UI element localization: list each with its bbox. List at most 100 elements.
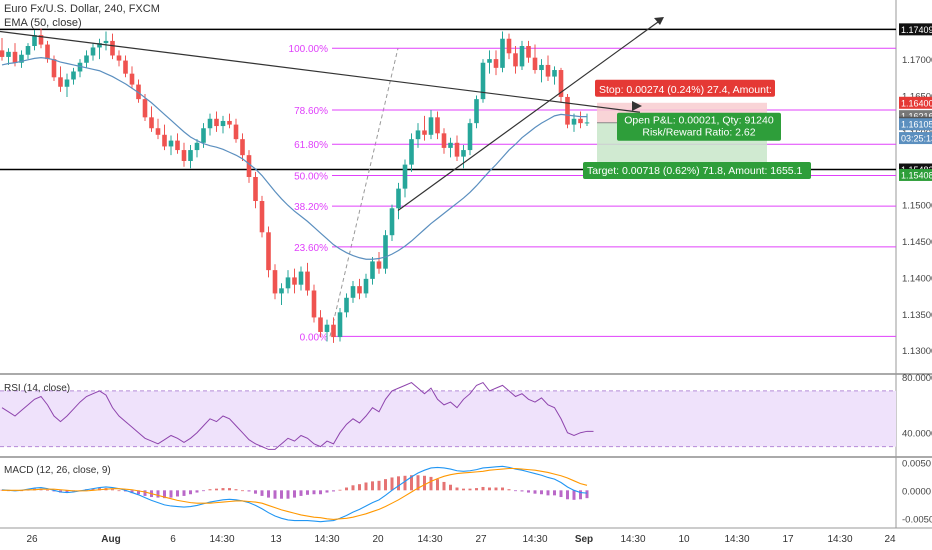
macd-histogram-bar <box>221 488 225 491</box>
candle-body <box>84 55 89 63</box>
candle-body <box>493 59 499 68</box>
candle-body <box>519 46 525 67</box>
candle-body <box>214 118 219 127</box>
rsi-tick-label: 80.0000 <box>902 373 932 384</box>
candle-body <box>487 59 492 63</box>
macd-tick-label: 0.0000 <box>902 486 931 497</box>
ema-legend[interactable]: EMA (50, close) <box>4 17 82 29</box>
candle-body <box>467 123 473 151</box>
time-axis[interactable]: 26 Aug 6 14:30 13 14:30 20 14:30 27 14:30 Sep 14:30… <box>26 534 896 545</box>
macd-histogram-bar <box>65 490 69 493</box>
candle-body <box>454 142 460 157</box>
candle-body <box>175 140 180 151</box>
macd-histogram-bar <box>546 490 550 496</box>
candle-body <box>266 232 271 271</box>
trend-lines[interactable] <box>0 17 664 211</box>
macd-histogram-bar <box>540 490 543 495</box>
macd-histogram-bar <box>481 486 485 491</box>
time-tick-label: 6 <box>170 534 176 545</box>
candle-body <box>116 55 122 61</box>
candle-body <box>565 96 570 125</box>
candle-body <box>6 51 11 57</box>
price-badge <box>899 168 932 181</box>
candle-body <box>324 324 330 332</box>
candle-body <box>422 130 427 135</box>
fib-level-label: 50.00% <box>294 172 328 183</box>
price-badge <box>899 96 932 109</box>
candle-body <box>513 53 518 67</box>
macd-histogram-bar <box>507 489 511 491</box>
candle-body <box>90 47 96 56</box>
macd-histogram-bar <box>533 490 537 494</box>
candle-body <box>246 155 252 177</box>
price-tick-label: 1.13500 <box>902 310 932 321</box>
candle-body <box>337 312 343 338</box>
candle-body <box>32 35 37 47</box>
macd-tick-label: 0.0050 <box>902 458 931 469</box>
macd-histogram-bar <box>579 490 582 500</box>
trend-line-up <box>397 18 663 211</box>
candle-body <box>370 261 375 279</box>
fib-trend-line <box>329 48 399 337</box>
candle-body <box>448 142 453 148</box>
pnl-label-box <box>617 112 781 141</box>
stop-label-box <box>595 79 775 97</box>
candle-body <box>305 271 310 291</box>
macd-histogram-bar <box>234 489 238 491</box>
time-tick-label: 14:30 <box>827 534 852 545</box>
rsi-line <box>1 381 594 450</box>
rsi-pane: RSI (14, close) <box>0 381 896 450</box>
macd-histogram-bar <box>254 490 257 494</box>
grid-layer <box>0 0 932 529</box>
price-axis[interactable]: 1.130001.135001.140001.145001.150001.155… <box>899 23 932 525</box>
candle-body <box>272 270 278 294</box>
candle-body <box>207 118 213 129</box>
macd-histogram-bar <box>364 482 368 491</box>
macd-histogram-bar <box>390 477 394 491</box>
candle-body <box>240 139 245 156</box>
macd-histogram-bar <box>169 490 173 498</box>
candle-body <box>188 150 193 161</box>
macd-histogram-bar <box>98 488 101 491</box>
candle-body <box>389 208 395 236</box>
candle-body <box>253 176 258 202</box>
macd-histogram-bar <box>501 487 504 491</box>
fib-retracement[interactable]: 100.00% 78.60% 61.80% 50.00% 38.20% 23.60% 0.0… <box>289 44 896 343</box>
macd-histogram-bar <box>247 490 251 492</box>
candle-body <box>285 277 291 289</box>
macd-histogram-bar <box>423 475 426 491</box>
target-label: Target: 0.00718 (0.62%) 71.8, Amount: 16… <box>587 165 803 177</box>
candle-body <box>409 139 414 165</box>
symbol-title[interactable]: Euro Fx/U.S. Dollar, 240, FXCM <box>4 3 160 15</box>
macd-histogram-bar <box>338 489 342 491</box>
candle-body <box>552 70 557 77</box>
candle-body <box>318 317 323 332</box>
time-tick-label: Aug <box>101 534 120 545</box>
overlay-labels: Stop: 0.00274 (0.24%) 27.4, Amount: 750 O… <box>583 79 811 179</box>
candle-body <box>19 54 24 63</box>
candle-body <box>558 70 564 97</box>
time-tick-label: 10 <box>678 534 690 545</box>
candle-body <box>77 62 83 72</box>
candle-body <box>350 286 356 298</box>
macd-histogram-bar <box>273 490 277 499</box>
trend-line-down <box>0 30 641 113</box>
macd-pane: MACD (12, 26, close, 9) <box>0 465 589 523</box>
candle-body <box>428 117 434 135</box>
candle-body <box>201 128 206 143</box>
fib-level-label: 61.80% <box>294 140 328 151</box>
macd-histogram-bar <box>488 487 491 491</box>
candle-body <box>571 118 577 125</box>
candle-body <box>227 120 232 125</box>
price-badge-label: 1.16105 <box>901 120 932 130</box>
macd-histogram-bar <box>319 490 322 495</box>
chart-header: Euro Fx/U.S. Dollar, 240, FXCM EMA (50, … <box>4 3 160 29</box>
macd-histogram-bar <box>306 490 309 495</box>
candle-body <box>545 64 551 77</box>
macd-histogram-bar <box>410 475 413 491</box>
candle-body <box>279 288 284 294</box>
time-tick-label: 14:30 <box>724 534 749 545</box>
candle-body <box>435 117 440 134</box>
candle-body <box>441 133 447 148</box>
